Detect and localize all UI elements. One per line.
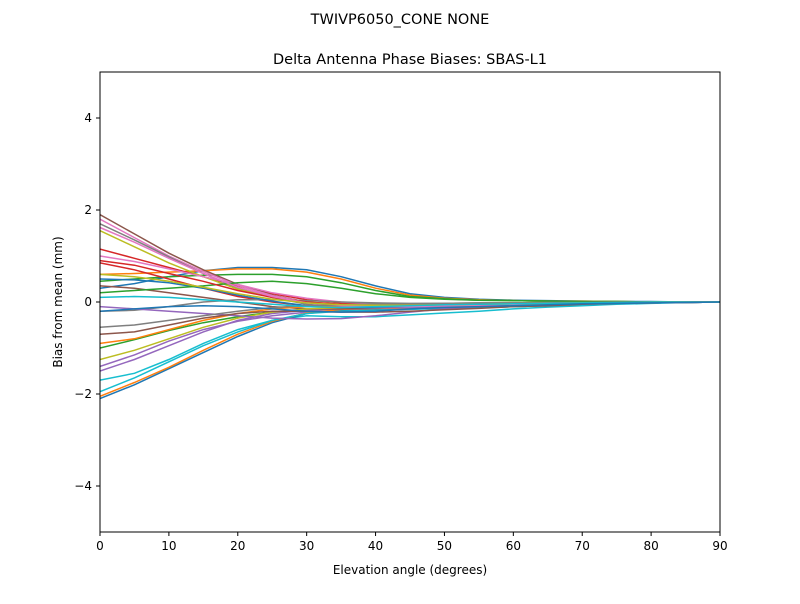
x-tick-label: 90 — [712, 539, 727, 553]
y-tick-label: 0 — [84, 295, 92, 309]
y-tick-label: −4 — [74, 479, 92, 493]
x-tick-label: 10 — [161, 539, 176, 553]
axes: 0 10 20 30 40 50 60 70 80 90 −4 −2 0 2 4 — [74, 71, 728, 553]
series-line-12 — [100, 301, 720, 397]
y-tick-label: −2 — [74, 387, 92, 401]
chart-title: Delta Antenna Phase Biases: SBAS-L1 — [273, 52, 547, 68]
x-axis-label: Elevation angle (degrees) — [333, 563, 487, 577]
x-tick-label: 80 — [643, 539, 658, 553]
y-tick-label: 2 — [84, 203, 92, 217]
series-line-30 — [100, 295, 720, 309]
y-axis-label: Bias from mean (mm) — [51, 236, 65, 367]
x-tick-label: 70 — [575, 539, 590, 553]
x-tick-label: 0 — [96, 539, 104, 553]
x-tick-label: 40 — [368, 539, 383, 553]
series-lines — [100, 213, 720, 400]
x-tick-label: 60 — [506, 539, 521, 553]
series-line-31 — [100, 301, 720, 313]
figure-suptitle: TWIVP6050_CONE NONE — [310, 12, 490, 28]
x-tick-label: 50 — [437, 539, 452, 553]
x-tick-label: 30 — [299, 539, 314, 553]
y-tick-label: 4 — [84, 111, 92, 125]
series-line-10 — [100, 301, 720, 381]
x-tick-label: 20 — [230, 539, 245, 553]
